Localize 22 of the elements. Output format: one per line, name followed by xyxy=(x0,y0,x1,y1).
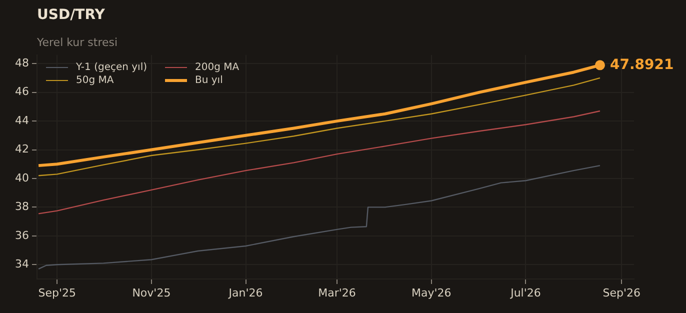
y-tick-label: 40 xyxy=(15,171,29,184)
x-tick-label: Mar'26 xyxy=(318,286,356,300)
legend-label: 200g MA xyxy=(195,62,240,73)
x-tick-label: Jan'26 xyxy=(228,286,263,300)
y-tick-label: 38 xyxy=(15,200,29,214)
legend-label: Y-1 (geçen yıl) xyxy=(76,62,148,73)
y-tick-label: 42 xyxy=(15,142,29,156)
legend-label: Bu yıl xyxy=(195,75,223,86)
legend-label: 50g MA xyxy=(76,75,114,86)
x-tick-label: May'26 xyxy=(412,286,452,300)
y-tick-label: 36 xyxy=(15,228,29,242)
x-tick-label: Nov'25 xyxy=(132,286,171,300)
chart-subtitle: Yerel kur stresi xyxy=(37,36,118,49)
x-tick-label: Jul'26 xyxy=(510,286,541,300)
y-tick-label: 44 xyxy=(15,114,29,127)
x-tick-label: Sep'26 xyxy=(602,286,641,300)
chart-title: USD/TRY xyxy=(37,7,105,23)
y-tick-label: 48 xyxy=(15,56,29,70)
y-tick-label: 46 xyxy=(15,85,29,98)
y-tick-label: 34 xyxy=(15,258,29,270)
annotation: 47.8921 xyxy=(610,56,674,73)
x-tick-label: Sep'25 xyxy=(38,286,76,300)
